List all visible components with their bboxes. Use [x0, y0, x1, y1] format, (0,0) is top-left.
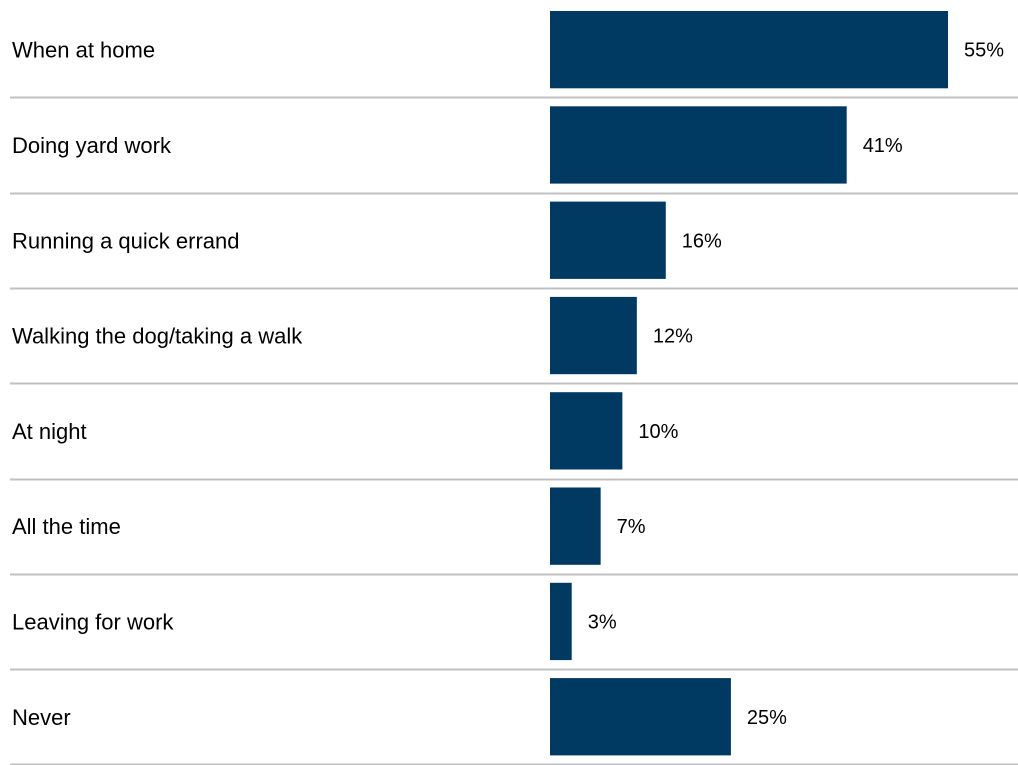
category-label: When at home — [12, 38, 155, 63]
bar — [550, 106, 847, 184]
chart-rows: When at home 55% Doing yard work 41% Running… — [10, 11, 1018, 765]
value-label: 12% — [653, 326, 693, 348]
category-label: Leaving for work — [12, 609, 174, 634]
value-label: 25% — [747, 707, 787, 729]
category-label: Doing yard work — [12, 133, 172, 158]
bar — [550, 296, 637, 375]
bar — [550, 582, 572, 661]
category-label: Never — [12, 705, 71, 730]
value-label: 7% — [617, 516, 646, 538]
bar — [550, 487, 601, 565]
value-label: 3% — [588, 611, 617, 633]
value-label: 10% — [638, 421, 678, 443]
bar — [550, 678, 731, 756]
category-label: Walking the dog/taking a walk — [12, 324, 303, 349]
value-label: 41% — [863, 135, 903, 157]
value-label: 16% — [682, 230, 722, 252]
bar — [550, 11, 948, 89]
value-label: 55% — [964, 40, 1004, 62]
category-label: At night — [12, 419, 87, 444]
bar — [550, 201, 666, 279]
category-label: All the time — [12, 514, 121, 539]
bar — [550, 392, 623, 470]
category-label: Running a quick errand — [12, 228, 239, 253]
